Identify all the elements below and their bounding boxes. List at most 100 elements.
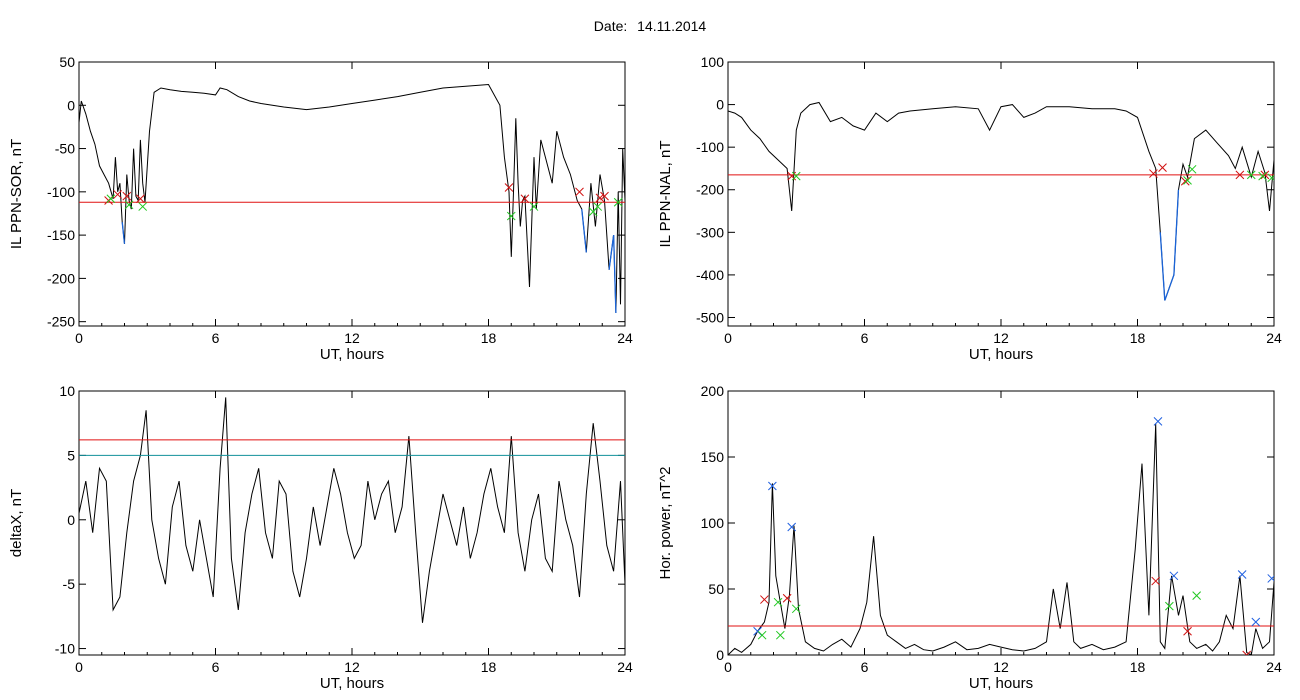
series-line bbox=[728, 423, 1274, 655]
y-tick-label: -100 bbox=[696, 139, 724, 155]
x-tick-label: 12 bbox=[344, 659, 360, 675]
marker-red bbox=[760, 595, 769, 604]
below-threshold-segment bbox=[121, 222, 126, 244]
marker-green bbox=[613, 197, 623, 207]
panel-3: 0 6 12 18 24 10 5 0 -5 -10 UT, hours deltaX, nT bbox=[8, 383, 633, 692]
y-tick-label: 100 bbox=[701, 54, 725, 70]
date-label: Date: bbox=[593, 18, 628, 34]
marker-blue bbox=[1267, 574, 1274, 583]
panel-1: 0 6 12 18 24 50 0 -50 -100 -150 -200 -250 UT, hours I… bbox=[8, 54, 633, 363]
plot-area bbox=[728, 417, 1274, 655]
plot-frame bbox=[78, 390, 626, 656]
panel-4: 0 6 12 18 24 200 150 100 50 0 UT, hours Hor. power,… bbox=[657, 383, 1282, 692]
below-threshold-segment bbox=[581, 209, 587, 253]
x-tick-label: 6 bbox=[212, 330, 220, 346]
marker-red bbox=[136, 194, 145, 204]
marker-green bbox=[773, 597, 783, 607]
marker-red bbox=[122, 191, 132, 201]
x-tick-label: 18 bbox=[481, 659, 497, 675]
x-axis-label: UT, hours bbox=[320, 675, 384, 692]
y-axis-label: IL PPN-NAL, nT bbox=[657, 141, 674, 248]
marker-green bbox=[529, 202, 539, 211]
marker-red bbox=[575, 187, 584, 197]
marker-green bbox=[1267, 173, 1274, 183]
marker-green bbox=[1164, 601, 1174, 611]
y-tick-label: -300 bbox=[696, 224, 724, 240]
y-tick-label: -5 bbox=[63, 576, 76, 592]
below-threshold-segment bbox=[1164, 287, 1170, 301]
y-tick-label: -50 bbox=[55, 141, 75, 157]
marker-red bbox=[1183, 626, 1192, 636]
y-tick-label: -100 bbox=[47, 184, 75, 200]
y-tick-label: 0 bbox=[716, 97, 724, 113]
marker-green bbox=[1246, 170, 1256, 180]
marker-blue bbox=[1169, 571, 1179, 581]
below-threshold-segment bbox=[612, 235, 617, 314]
marker-green bbox=[791, 604, 801, 614]
y-axis-label: Hor. power, nT^2 bbox=[657, 467, 674, 580]
marker-red bbox=[1260, 170, 1270, 180]
y-tick-label: 50 bbox=[59, 54, 75, 70]
marker-blue bbox=[768, 481, 777, 491]
x-tick-label: 18 bbox=[1130, 659, 1146, 675]
marker-red bbox=[1151, 576, 1161, 586]
y-tick-label: 5 bbox=[67, 447, 75, 463]
marker-red bbox=[1235, 170, 1245, 180]
marker-green bbox=[1187, 164, 1197, 174]
marker-green bbox=[757, 630, 767, 640]
panel-2: 0 6 12 18 24 100 0 -100 -200 -300 -400 -500 UT, hour… bbox=[657, 54, 1282, 363]
x-tick-label: 24 bbox=[617, 330, 633, 346]
x-tick-label: 0 bbox=[724, 330, 732, 346]
x-tick-label: 12 bbox=[344, 330, 360, 346]
y-tick-label: -200 bbox=[696, 182, 724, 198]
marker-red bbox=[595, 193, 605, 203]
marker-red bbox=[113, 190, 123, 199]
x-tick-label: 0 bbox=[75, 330, 83, 346]
y-tick-label: -250 bbox=[47, 314, 75, 330]
y-tick-label: 150 bbox=[701, 449, 725, 465]
marker-red bbox=[520, 194, 530, 204]
y-tick-label: 50 bbox=[708, 581, 724, 597]
marker-green bbox=[138, 202, 148, 211]
series-line bbox=[728, 101, 1274, 301]
below-threshold-segment bbox=[1159, 232, 1166, 301]
plot-frame bbox=[78, 61, 626, 327]
marker-blue bbox=[1153, 417, 1163, 426]
marker-red bbox=[787, 171, 797, 181]
x-tick-label: 12 bbox=[993, 330, 1009, 346]
y-tick-label: -150 bbox=[47, 227, 75, 243]
y-tick-label: 0 bbox=[67, 512, 75, 528]
marker-green bbox=[106, 194, 116, 204]
y-tick-label: 0 bbox=[716, 647, 724, 663]
x-tick-label: 0 bbox=[75, 659, 83, 675]
date-value: 14.11.2014 bbox=[637, 18, 707, 34]
marker-green bbox=[1192, 591, 1202, 600]
marker-red bbox=[1149, 169, 1158, 178]
x-tick-label: 24 bbox=[1266, 330, 1282, 346]
x-tick-label: 24 bbox=[617, 659, 633, 675]
plot-frame bbox=[727, 61, 1275, 327]
y-axis-label: IL PPN-SOR, nT bbox=[8, 139, 25, 249]
marker-red bbox=[1242, 650, 1252, 655]
marker-blue bbox=[1237, 570, 1247, 579]
chart-title: Date: 14.11.2014 bbox=[0, 18, 1300, 34]
y-tick-label: 200 bbox=[701, 383, 725, 399]
below-threshold-segment bbox=[1168, 274, 1175, 288]
marker-red bbox=[1158, 163, 1167, 172]
y-tick-label: -400 bbox=[696, 267, 724, 283]
y-tick-label: 10 bbox=[59, 383, 75, 399]
y-tick-label: 100 bbox=[701, 515, 725, 531]
series-line bbox=[79, 397, 625, 623]
x-tick-label: 6 bbox=[861, 659, 869, 675]
below-threshold-segment bbox=[1173, 189, 1180, 275]
plot-area bbox=[728, 101, 1274, 301]
below-threshold-segment bbox=[608, 235, 615, 270]
marker-red bbox=[504, 183, 514, 192]
marker-green bbox=[1183, 176, 1192, 185]
marker-blue bbox=[787, 522, 797, 532]
marker-green bbox=[124, 200, 134, 210]
y-tick-label: -10 bbox=[55, 641, 75, 657]
plot-frame bbox=[727, 390, 1275, 656]
x-axis-label: UT, hours bbox=[969, 675, 1033, 692]
